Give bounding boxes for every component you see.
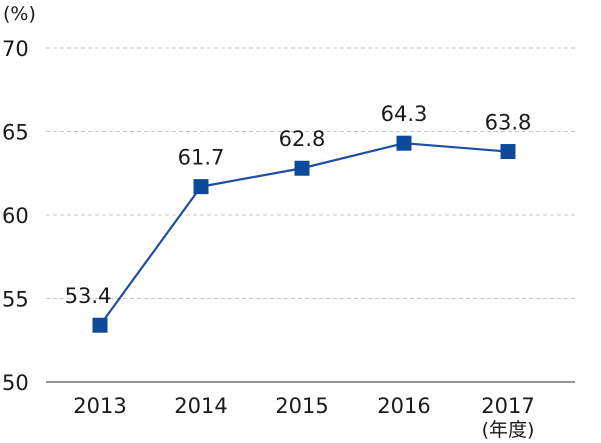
x-tick-label-2013: 2013 bbox=[73, 394, 126, 418]
data-label-2014: 61.7 bbox=[178, 146, 225, 170]
x-tick-label-2016: 2016 bbox=[377, 394, 430, 418]
x-tick-label-2015: 2015 bbox=[275, 394, 328, 418]
y-tick-label-70: 70 bbox=[2, 37, 29, 61]
marker-2016 bbox=[396, 135, 412, 151]
y-unit-label: (%) bbox=[3, 3, 36, 25]
x-tick-label-2017: 2017 bbox=[481, 394, 534, 418]
y-tick-label-65: 65 bbox=[2, 121, 29, 145]
data-label-2017: 63.8 bbox=[485, 111, 532, 135]
marker-2017 bbox=[500, 144, 516, 160]
data-label-2015: 62.8 bbox=[279, 127, 326, 151]
marker-2013 bbox=[92, 317, 108, 333]
x-tick-labels: 2013 2014 2015 2016 2017 bbox=[73, 394, 534, 418]
series-layer bbox=[92, 135, 516, 333]
y-tick-label-55: 55 bbox=[2, 288, 29, 312]
marker-2014 bbox=[193, 179, 209, 195]
y-tick-label-50: 50 bbox=[2, 371, 29, 395]
x-tick-label-2014: 2014 bbox=[174, 394, 227, 418]
grid-layer bbox=[46, 47, 575, 383]
marker-2015 bbox=[294, 160, 310, 176]
data-label-2013: 53.4 bbox=[65, 284, 112, 308]
x-unit-label: (年度) bbox=[482, 419, 535, 441]
y-tick-label-60: 60 bbox=[2, 204, 29, 228]
y-tick-labels: 50 55 60 65 70 bbox=[2, 37, 29, 395]
data-label-2016: 64.3 bbox=[381, 102, 428, 126]
data-labels: 53.4 61.7 62.8 64.3 63.8 bbox=[65, 102, 532, 308]
